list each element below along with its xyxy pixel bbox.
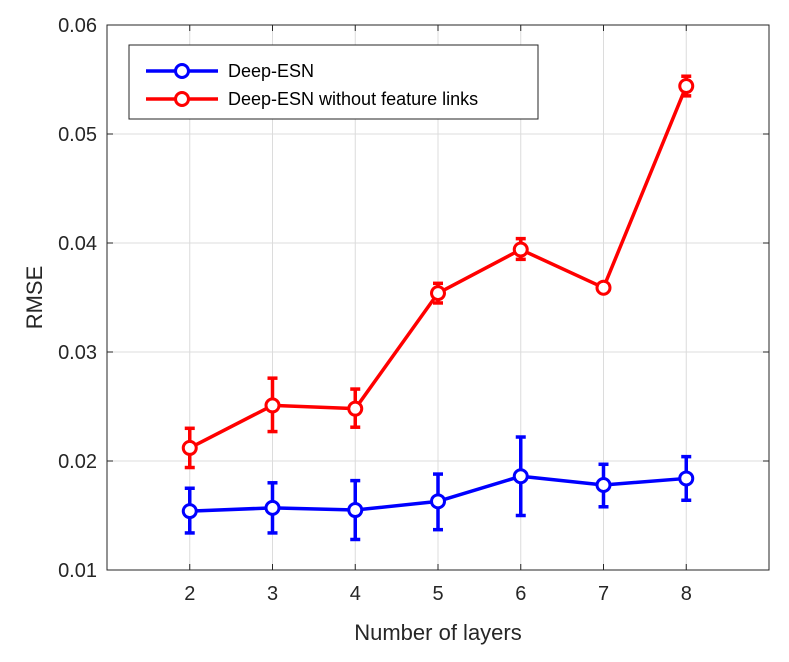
- y-tick-label: 0.04: [58, 233, 97, 255]
- legend-label-1: Deep-ESN: [228, 61, 314, 81]
- data-point: [595, 476, 612, 493]
- data-point: [678, 470, 695, 487]
- x-tick-label: 3: [267, 583, 278, 605]
- x-tick-label: 8: [681, 583, 692, 605]
- data-point: [264, 397, 281, 414]
- y-tick-label: 0.03: [58, 342, 97, 364]
- x-tick-label: 2: [184, 583, 195, 605]
- series-group: [181, 74, 695, 542]
- y-axis-label: RMSE: [22, 266, 47, 330]
- y-tick-label: 0.06: [58, 15, 97, 37]
- series-2: [181, 74, 695, 470]
- data-point: [181, 439, 198, 456]
- data-point: [595, 279, 612, 296]
- data-point: [347, 502, 364, 519]
- data-point: [347, 400, 364, 417]
- x-tick-label: 6: [515, 583, 526, 605]
- y-tick-label: 0.02: [58, 451, 97, 473]
- legend-marker-1: [174, 63, 190, 79]
- legend: Deep-ESN Deep-ESN without feature links: [128, 44, 539, 120]
- axis-ticks: 2 3 4 5 6 7 8 0.01 0.02 0.03 0.04 0.05 0.06: [58, 15, 769, 605]
- data-point: [512, 241, 529, 258]
- data-point: [678, 78, 695, 95]
- x-tick-label: 5: [432, 583, 443, 605]
- x-axis-label: Number of layers: [354, 620, 522, 645]
- legend-marker-2: [174, 91, 190, 107]
- legend-box: [128, 44, 539, 120]
- data-point: [264, 499, 281, 516]
- data-point: [181, 503, 198, 520]
- legend-label-2: Deep-ESN without feature links: [228, 89, 478, 109]
- y-tick-label: 0.01: [58, 560, 97, 582]
- y-tick-label: 0.05: [58, 124, 97, 146]
- x-tick-label: 4: [350, 583, 361, 605]
- data-point: [512, 468, 529, 485]
- data-point: [430, 493, 446, 510]
- data-point: [430, 285, 446, 302]
- x-tick-label: 7: [598, 583, 609, 605]
- series-1: [181, 435, 695, 542]
